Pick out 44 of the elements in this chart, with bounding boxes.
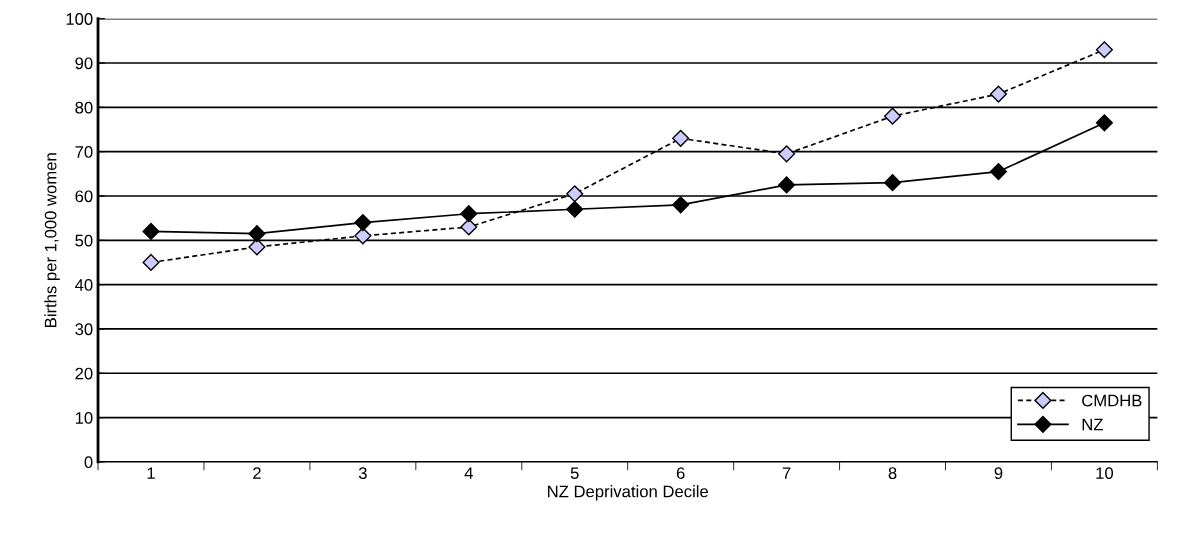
point xyxy=(354,214,372,232)
point xyxy=(989,163,1008,181)
y-tick-label: 0 xyxy=(84,456,93,469)
legend-label: CMDHB xyxy=(1082,394,1142,407)
x-tick-label: 9 xyxy=(994,467,1003,480)
y-tick-label: 90 xyxy=(75,57,93,70)
y-tick-label: 100 xyxy=(66,13,93,25)
legend-label: NZ xyxy=(1082,418,1103,431)
point xyxy=(248,225,266,243)
x-tick-label: 5 xyxy=(570,467,579,480)
x-tick-label: 1 xyxy=(147,467,155,479)
point xyxy=(566,200,584,218)
y-tick-label: 50 xyxy=(75,234,93,247)
y-axis-title: Births per 1,000 women xyxy=(44,153,60,327)
x-tick-label: 8 xyxy=(888,467,897,480)
point xyxy=(142,222,160,240)
x-tick-label: 6 xyxy=(676,467,685,480)
x-tick-label: 7 xyxy=(782,467,791,479)
point xyxy=(989,85,1008,103)
point xyxy=(778,145,796,163)
y-tick-label: 80 xyxy=(75,101,93,114)
point xyxy=(566,185,584,203)
point xyxy=(460,218,478,236)
y-tick-label: 70 xyxy=(75,146,93,158)
point xyxy=(1095,41,1113,59)
point xyxy=(672,196,690,214)
x-axis-title: NZ Deprivation Decile xyxy=(548,485,709,501)
point xyxy=(778,176,796,194)
y-tick-label: 60 xyxy=(75,190,93,203)
point xyxy=(460,205,478,223)
x-tick-label: 2 xyxy=(253,467,261,479)
point xyxy=(354,227,372,245)
y-tick-label: 20 xyxy=(75,367,93,380)
x-tick-label: 3 xyxy=(358,467,367,480)
x-tick-label: 10 xyxy=(1096,467,1114,480)
point xyxy=(1095,114,1113,132)
point xyxy=(142,253,160,272)
x-tick-label: 4 xyxy=(464,467,473,479)
y-tick-label: 40 xyxy=(75,279,93,291)
y-tick-label: 30 xyxy=(75,323,93,336)
y-tick-label: 10 xyxy=(75,411,93,424)
point xyxy=(883,174,902,192)
point xyxy=(883,107,902,125)
point xyxy=(672,129,690,147)
